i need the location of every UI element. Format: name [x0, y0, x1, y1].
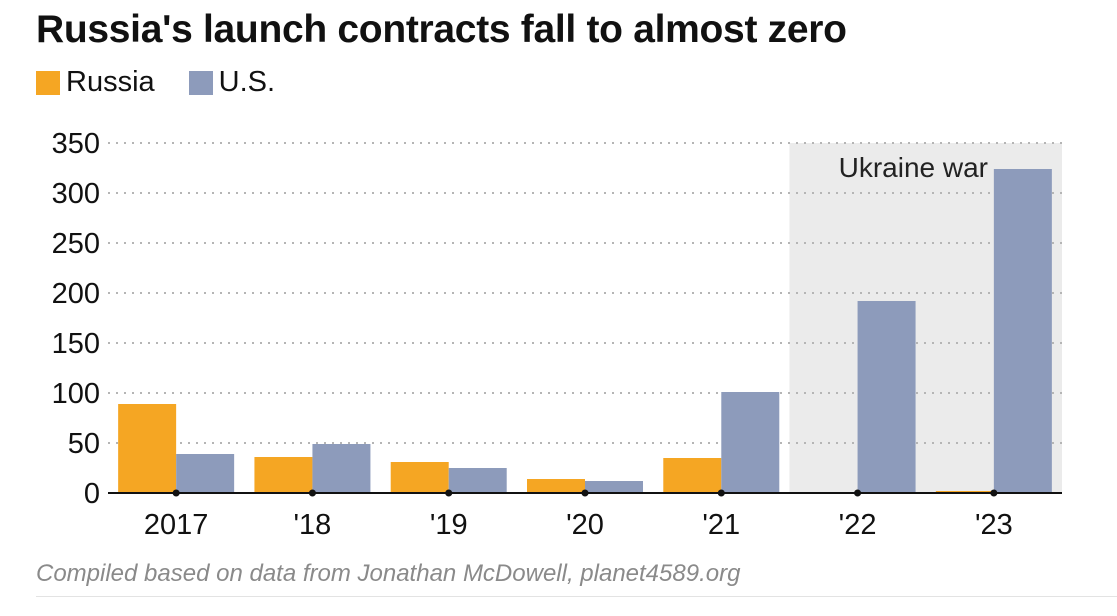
- x-tick-mark: [172, 489, 180, 497]
- y-tick-label: 100: [52, 378, 100, 410]
- bar-chart: 0 50 100 150 200 250 300 350 Ukraine war 2017 '18 '…: [52, 128, 1062, 541]
- y-tick-label: 200: [52, 278, 100, 310]
- x-tick-mark: [445, 489, 453, 497]
- bar-us: [585, 481, 643, 493]
- footer-divider: [36, 596, 1117, 597]
- legend-label-us: U.S.: [218, 66, 276, 98]
- x-tick-label: '19: [430, 509, 468, 541]
- bar-us: [312, 444, 371, 493]
- x-tick-mark: [990, 489, 998, 497]
- bar-us: [993, 169, 1052, 493]
- bar-russia: [527, 479, 585, 493]
- x-tick-mark: [717, 489, 725, 497]
- x-tick-mark: [308, 489, 316, 497]
- source-note: Compiled based on data from Jonathan McD…: [36, 560, 741, 587]
- chart-title: Russia's launch contracts fall to almost…: [36, 8, 847, 51]
- x-tick-label: '23: [975, 509, 1013, 541]
- y-tick-label: 150: [52, 328, 100, 360]
- bar-us: [448, 468, 507, 493]
- bar-russia: [118, 404, 177, 493]
- legend-item-us: U.S.: [188, 66, 276, 99]
- chart-legend: Russia U.S.: [36, 66, 309, 99]
- x-tick-label: 2017: [144, 509, 209, 541]
- y-tick-label: 50: [68, 428, 100, 460]
- bar-russia: [390, 462, 449, 493]
- y-tick-label: 0: [84, 478, 100, 510]
- x-tick-label: '18: [294, 509, 332, 541]
- bar-us: [857, 301, 916, 493]
- legend-item-russia: Russia: [36, 66, 155, 99]
- x-tick-label: '22: [839, 509, 877, 541]
- y-tick-label: 300: [52, 178, 100, 210]
- y-tick-label: 250: [52, 228, 100, 260]
- bar-russia: [254, 457, 313, 493]
- bar-us: [721, 392, 780, 493]
- legend-label-russia: Russia: [66, 66, 155, 98]
- legend-swatch-us: [188, 70, 213, 95]
- x-tick-mark: [854, 489, 862, 497]
- bar-us: [176, 454, 235, 493]
- x-tick-label: '20: [566, 509, 604, 541]
- x-tick-label: '21: [702, 509, 740, 541]
- bar-russia: [663, 458, 722, 493]
- ukraine-war-label: Ukraine war: [839, 152, 988, 183]
- y-tick-label: 350: [52, 128, 100, 160]
- x-tick-mark: [581, 489, 589, 497]
- legend-swatch-russia: [36, 70, 60, 95]
